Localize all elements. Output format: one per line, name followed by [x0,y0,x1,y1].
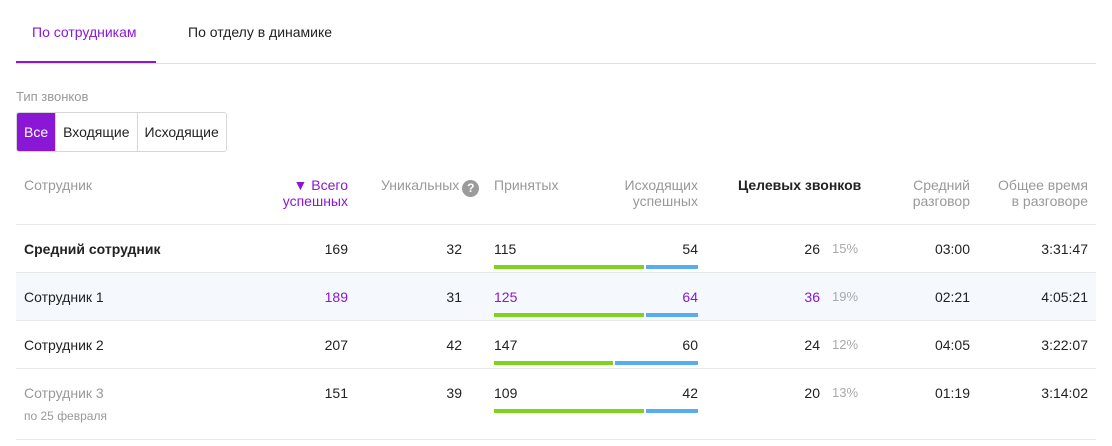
help-icon[interactable]: ? [462,180,480,197]
avg-talk-value: 03:00 [934,241,970,257]
accepted-value: 147 [494,337,518,353]
calls-split-bar [494,265,698,269]
unique-value: 39 [446,385,462,401]
tab-by-department-dynamics[interactable]: По отделу в динамике [188,24,333,40]
outgoing-successful-value: 42 [682,385,698,401]
employee-name: Средний сотрудник [24,241,161,257]
active-tab-indicator [16,61,156,63]
accepted-bar [494,313,644,317]
header-outgoing-successful[interactable]: Исходящих успешных [624,177,698,209]
accepted-value: 109 [494,385,518,401]
employee-name: Сотрудник 1 [24,289,104,305]
total-successful-value: 207 [324,337,348,353]
outgoing-successful-value: 64 [682,289,698,305]
outgoing-bar [646,265,698,269]
total-successful-value: 169 [324,241,348,257]
table-row-average-employee[interactable]: Средний сотрудник 169 32 115 54 26 15% 0… [16,224,1096,272]
target-calls-value: 20 [804,385,820,401]
call-type-selector: Все Входящие Исходящие [16,112,227,152]
employee-date-note: по 25 февраля [24,409,107,423]
accepted-bar [494,409,644,413]
call-type-outgoing-button[interactable]: Исходящие [137,113,226,151]
target-calls-percent: 13% [832,385,859,400]
header-unique-label[interactable]: Уникальных [381,177,460,193]
employee-name: Сотрудник 3 [24,385,104,401]
header-employee[interactable]: Сотрудник [24,177,93,193]
header-accepted[interactable]: Принятых [494,177,559,193]
outgoing-bar [646,409,698,413]
outgoing-bar [646,313,698,317]
total-talk-time-value: 4:05:21 [1041,289,1088,305]
avg-talk-value: 01:19 [934,385,970,401]
accepted-value: 125 [494,289,518,305]
call-type-all-button[interactable]: Все [17,113,57,151]
unique-value: 31 [446,289,462,305]
header-unique[interactable]: Уникальных? [381,177,480,197]
outgoing-bar [615,361,698,365]
accepted-bar [494,265,644,269]
target-calls-percent: 19% [832,289,859,304]
header-total-talk-time[interactable]: Общее время в разговоре [998,177,1088,209]
target-calls-value: 26 [804,241,820,257]
accepted-bar [494,361,613,365]
table-row[interactable]: Сотрудник 2 207 42 147 60 24 12% 04:05 3… [16,320,1096,368]
header-avg-talk[interactable]: Средний разговор [912,177,970,209]
table-row[interactable]: Сотрудник 3 по 25 февраля 151 39 109 42 … [16,368,1096,440]
header-target-calls[interactable]: Целевых звонков [738,177,862,193]
calls-split-bar [494,409,698,413]
calls-split-bar [494,361,698,365]
employee-name: Сотрудник 2 [24,337,104,353]
header-total-successful[interactable]: ▼ Всего успешных [282,177,348,209]
total-talk-time-value: 3:31:47 [1041,241,1088,257]
avg-talk-value: 02:21 [934,289,970,305]
unique-value: 32 [446,241,462,257]
outgoing-successful-value: 60 [682,337,698,353]
tabs-bar: По сотрудникам По отделу в динамике [16,0,1096,64]
target-calls-percent: 12% [832,337,859,352]
tab-by-employees[interactable]: По сотрудникам [32,24,137,40]
table-row[interactable]: Сотрудник 1 189 31 125 64 36 19% 02:21 4… [16,272,1096,320]
target-calls-value: 36 [804,289,820,305]
call-type-label: Тип звонков [16,89,89,104]
accepted-value: 115 [494,241,517,257]
target-calls-value: 24 [804,337,820,353]
call-type-incoming-button[interactable]: Входящие [56,113,138,151]
total-talk-time-value: 3:22:07 [1041,337,1088,353]
target-calls-percent: 15% [832,241,859,256]
total-successful-value: 151 [324,385,348,401]
avg-talk-value: 04:05 [934,337,970,353]
unique-value: 42 [446,337,462,353]
total-talk-time-value: 3:14:02 [1041,385,1088,401]
calls-split-bar [494,313,698,317]
outgoing-successful-value: 54 [682,241,698,257]
total-successful-value: 189 [324,289,348,305]
